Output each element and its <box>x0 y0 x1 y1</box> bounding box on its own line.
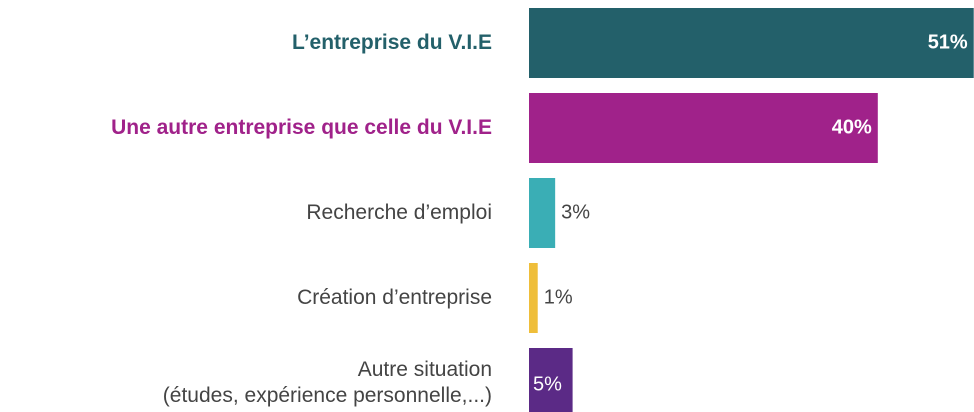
category-label: Recherche d’emploi <box>306 201 492 224</box>
value-label: 1% <box>544 286 573 308</box>
bar <box>529 8 974 78</box>
value-label: 51% <box>928 31 968 53</box>
category-label: Une autre entreprise que celle du V.I.E <box>111 116 492 139</box>
bar <box>529 263 538 333</box>
bar <box>529 93 878 163</box>
category-label: L’entreprise du V.I.E <box>292 31 492 54</box>
category-label: Autre situation (études, expérience pers… <box>162 358 492 407</box>
bar <box>529 348 573 412</box>
bar <box>529 178 556 248</box>
category-label: Création d’entreprise <box>297 286 492 309</box>
value-label: 40% <box>832 116 872 138</box>
value-label: 5% <box>533 373 562 395</box>
value-label: 3% <box>561 201 590 223</box>
